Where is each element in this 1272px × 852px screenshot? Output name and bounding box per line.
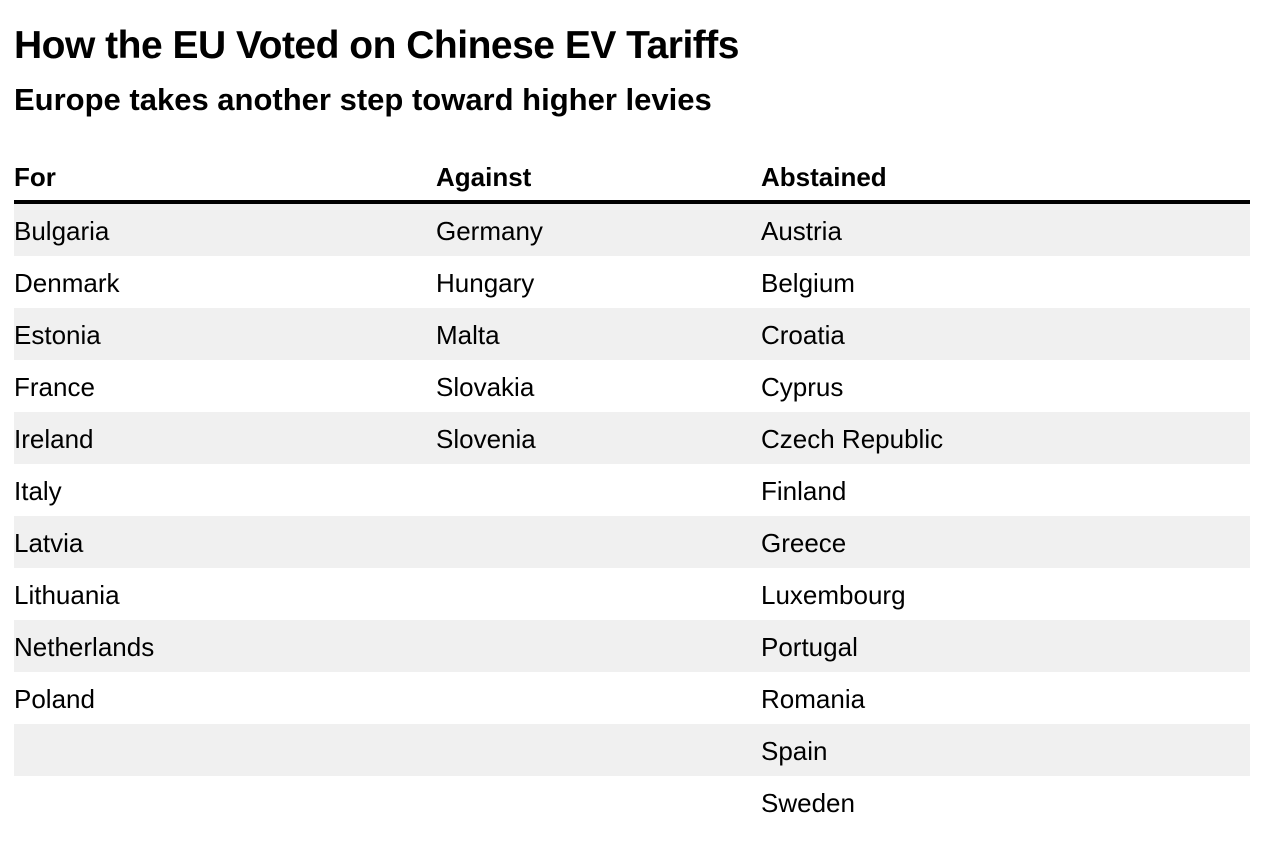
table-row: Estonia Malta Croatia (14, 308, 1250, 360)
chart-subtitle: Europe takes another step toward higher … (14, 82, 712, 117)
table-cell-for: Netherlands (14, 632, 155, 662)
table-cell-for: Estonia (14, 320, 101, 350)
table-row: France Slovakia Cyprus (14, 360, 1250, 412)
table-cell-abstained: Finland (761, 476, 847, 506)
table-cell-against: Hungary (436, 268, 535, 298)
table-body: Bulgaria Germany Austria Denmark Hungary Belg… (14, 204, 1250, 828)
table-cell-for: Latvia (14, 528, 84, 558)
table-cell-abstained: Sweden (761, 788, 855, 818)
table-cell-abstained: Cyprus (761, 372, 844, 402)
table-cell-abstained: Czech Republic (761, 424, 944, 454)
table-cell-for: Poland (14, 684, 95, 714)
table-cell-abstained: Belgium (761, 268, 855, 298)
table-cell-abstained: Luxembourg (761, 580, 906, 610)
table-row: Poland Romania (14, 672, 1250, 724)
table-cell-against: Malta (436, 320, 500, 350)
table-row: Sweden (14, 776, 1250, 828)
table-row: Bulgaria Germany Austria (14, 204, 1250, 256)
table-cell-for: France (14, 372, 95, 402)
column-header-against: Against (436, 162, 532, 192)
table-row: Spain (14, 724, 1250, 776)
table-row: Ireland Slovenia Czech Republic (14, 412, 1250, 464)
table-cell-for: Lithuania (14, 580, 120, 610)
table-row: Latvia Greece (14, 516, 1250, 568)
table-cell-abstained: Greece (761, 528, 847, 558)
column-header-for: For (14, 162, 56, 192)
table-cell-abstained: Portugal (761, 632, 858, 662)
table-cell-abstained: Croatia (761, 320, 845, 350)
vote-table: For Against Abstained Bulgaria Germany Aus… (14, 152, 1250, 828)
table-cell-abstained: Romania (761, 684, 866, 714)
table-cell-abstained: Austria (761, 216, 842, 246)
table-cell-against: Germany (436, 216, 543, 246)
table-row: Lithuania Luxembourg (14, 568, 1250, 620)
table-cell-against: Slovenia (436, 424, 536, 454)
table-cell-for: Ireland (14, 424, 94, 454)
table-cell-for: Denmark (14, 268, 120, 298)
table-cell-for: Italy (14, 476, 62, 506)
table-header: For Against Abstained (14, 152, 1250, 204)
column-header-abstained: Abstained (761, 162, 887, 192)
table-row: Denmark Hungary Belgium (14, 256, 1250, 308)
table-row: Italy Finland (14, 464, 1250, 516)
table-cell-for: Bulgaria (14, 216, 110, 246)
chart-title: How the EU Voted on Chinese EV Tariffs (14, 24, 739, 67)
table-cell-abstained: Spain (761, 736, 828, 766)
table-row: Netherlands Portugal (14, 620, 1250, 672)
table-cell-against: Slovakia (436, 372, 535, 402)
